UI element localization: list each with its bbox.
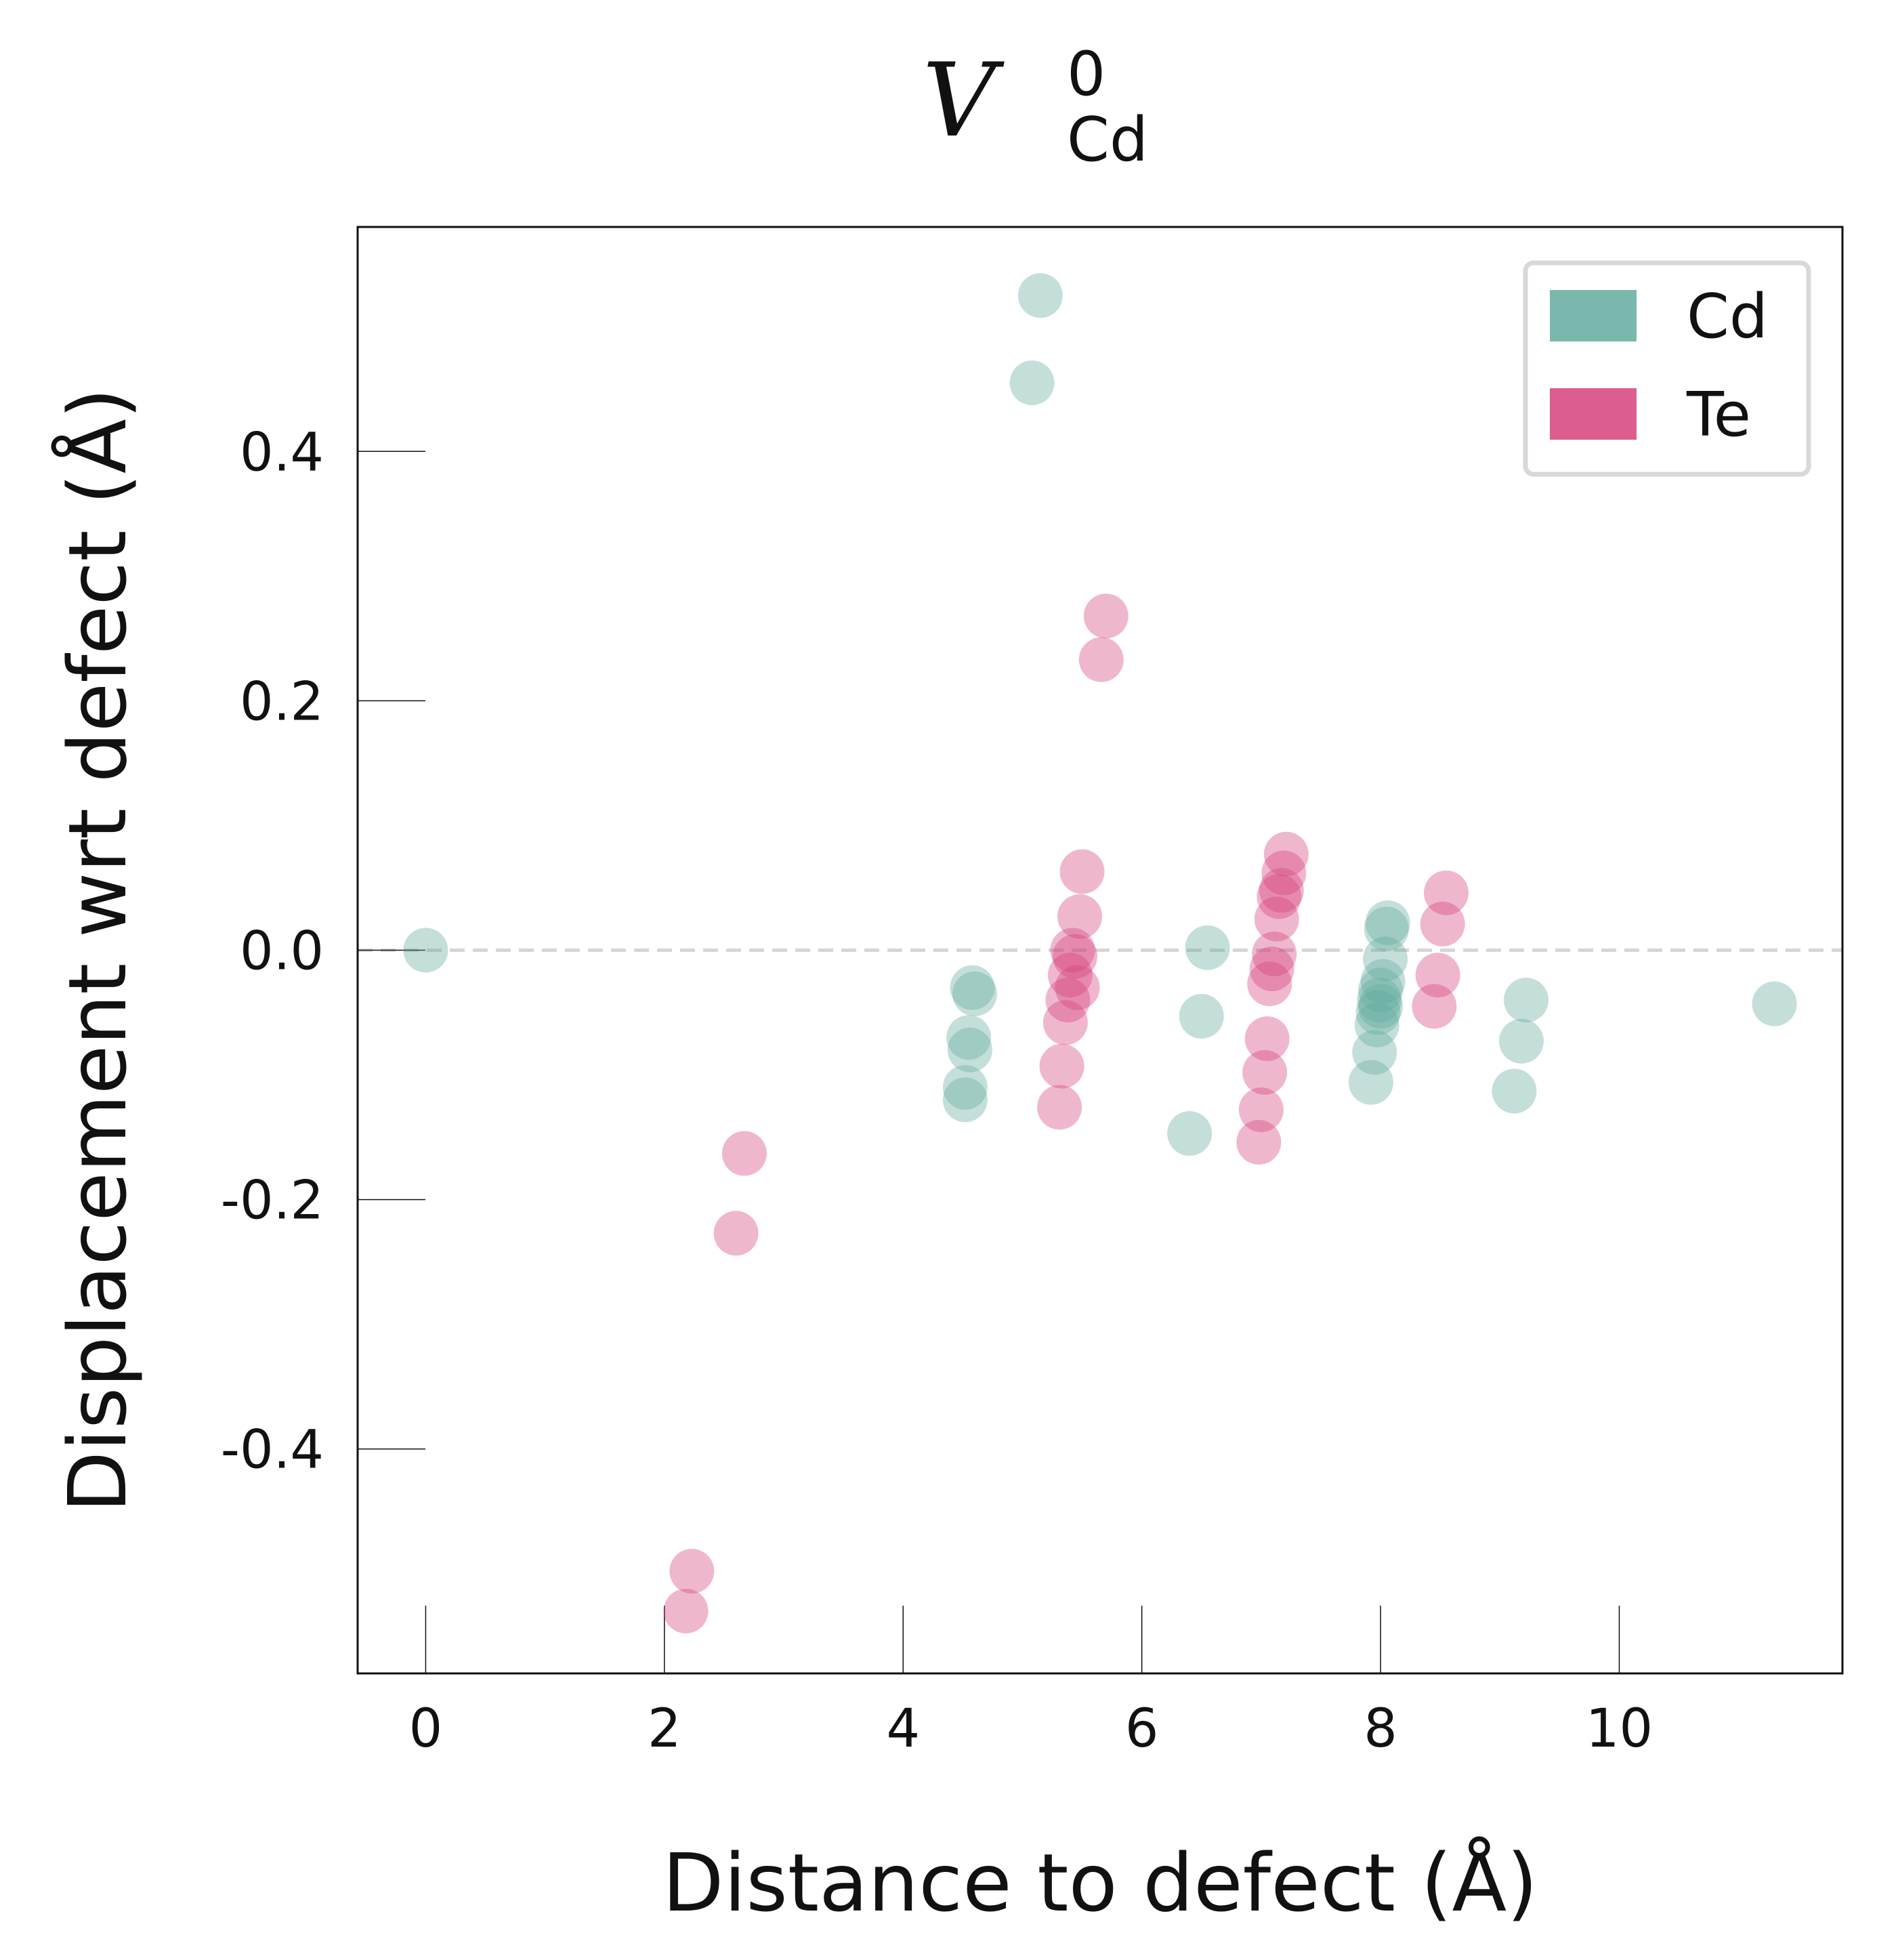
points-layer bbox=[403, 273, 1797, 1633]
y-tick-label: 0.0 bbox=[240, 921, 324, 982]
data-point-cd bbox=[1017, 273, 1063, 318]
y-tick-label: -0.2 bbox=[221, 1171, 324, 1232]
data-point-cd bbox=[950, 965, 995, 1010]
data-point-te bbox=[1242, 1049, 1288, 1095]
data-point-cd bbox=[1363, 936, 1408, 982]
data-point-te bbox=[713, 1211, 759, 1256]
title-main: V bbox=[923, 42, 1005, 160]
data-point-cd bbox=[1185, 925, 1230, 970]
data-point-te bbox=[1415, 953, 1460, 998]
data-point-cd bbox=[1364, 906, 1409, 952]
data-point-te bbox=[1420, 901, 1465, 946]
data-point-cd bbox=[403, 927, 448, 973]
data-point-te bbox=[1259, 868, 1304, 913]
data-point-te bbox=[1057, 894, 1103, 939]
data-point-te bbox=[669, 1549, 715, 1594]
data-point-te bbox=[1037, 1085, 1082, 1130]
data-point-te bbox=[1263, 831, 1309, 877]
data-point-te bbox=[1261, 850, 1307, 896]
x-axis-label: Distance to defect (Å) bbox=[662, 1836, 1538, 1930]
data-point-cd bbox=[946, 1015, 992, 1060]
data-point-te bbox=[1252, 932, 1297, 977]
data-point-cd bbox=[1504, 978, 1549, 1023]
data-point-te bbox=[1047, 953, 1093, 998]
legend-swatch-cd bbox=[1550, 290, 1637, 341]
data-point-te bbox=[1055, 965, 1100, 1010]
data-point-te bbox=[1257, 874, 1302, 919]
data-point-te bbox=[1083, 593, 1129, 639]
x-tick-label: 0 bbox=[409, 1698, 443, 1759]
x-tick-label: 4 bbox=[886, 1698, 920, 1759]
data-point-te bbox=[1423, 870, 1469, 915]
data-point-cd bbox=[1360, 959, 1406, 1004]
chart-title: V 0 Cd bbox=[923, 39, 1148, 175]
data-point-cd bbox=[1752, 981, 1797, 1026]
legend-label-te: Te bbox=[1686, 379, 1751, 451]
data-point-te bbox=[1045, 978, 1091, 1023]
data-point-te bbox=[1050, 927, 1095, 973]
data-point-cd bbox=[1492, 1068, 1537, 1114]
data-point-cd bbox=[952, 971, 997, 1016]
data-point-cd bbox=[1179, 994, 1224, 1039]
x-tick-label: 10 bbox=[1586, 1698, 1653, 1759]
data-point-cd bbox=[1355, 990, 1401, 1035]
data-point-te bbox=[663, 1588, 709, 1633]
legend-swatch-te bbox=[1550, 388, 1637, 440]
data-point-cd bbox=[1357, 978, 1402, 1023]
data-point-te bbox=[1244, 1016, 1290, 1062]
data-point-te bbox=[1254, 896, 1299, 942]
data-point-te bbox=[1042, 1000, 1088, 1045]
data-point-cd bbox=[1009, 360, 1055, 406]
data-point-cd bbox=[942, 1064, 988, 1110]
plot-frame bbox=[356, 226, 1844, 1675]
title-superscript: 0 bbox=[1067, 39, 1105, 110]
y-axis-label: Displacement wrt defect (Å) bbox=[51, 388, 144, 1513]
y-tick-label: 0.4 bbox=[240, 422, 324, 483]
y-tick-label: 0.2 bbox=[240, 671, 324, 732]
data-point-cd bbox=[1499, 1018, 1544, 1064]
title-subscript: Cd bbox=[1067, 104, 1148, 175]
data-point-cd bbox=[1358, 967, 1404, 1013]
data-point-cd bbox=[947, 1027, 992, 1072]
y-tick-label: -0.4 bbox=[221, 1420, 324, 1481]
data-point-te bbox=[721, 1131, 767, 1176]
data-point-te bbox=[1059, 849, 1105, 894]
data-point-te bbox=[1052, 934, 1097, 979]
data-point-te bbox=[1412, 984, 1457, 1029]
data-point-te bbox=[1236, 1119, 1282, 1165]
data-point-te bbox=[1039, 1043, 1084, 1089]
legend: Cd Te bbox=[1523, 260, 1811, 477]
data-point-te bbox=[1078, 637, 1124, 682]
x-tick-label: 2 bbox=[648, 1698, 681, 1759]
data-point-cd bbox=[1348, 1060, 1393, 1105]
data-point-te bbox=[1247, 961, 1292, 1007]
data-point-cd bbox=[1354, 1002, 1399, 1047]
ticks-layer: 0 2 4 6 8 10 -0.4 -0.2 0.0 0.2 0.4 bbox=[221, 422, 1653, 1759]
data-point-cd bbox=[942, 1077, 988, 1123]
data-point-te bbox=[1249, 946, 1294, 992]
data-point-cd bbox=[1365, 900, 1410, 946]
data-point-cd bbox=[1167, 1111, 1212, 1156]
legend-label-cd: Cd bbox=[1687, 281, 1768, 352]
x-tick-label: 6 bbox=[1125, 1698, 1159, 1759]
data-point-cd bbox=[1358, 984, 1404, 1029]
data-point-cd bbox=[1352, 1030, 1397, 1075]
x-tick-label: 8 bbox=[1364, 1698, 1397, 1759]
data-point-te bbox=[1238, 1087, 1284, 1133]
